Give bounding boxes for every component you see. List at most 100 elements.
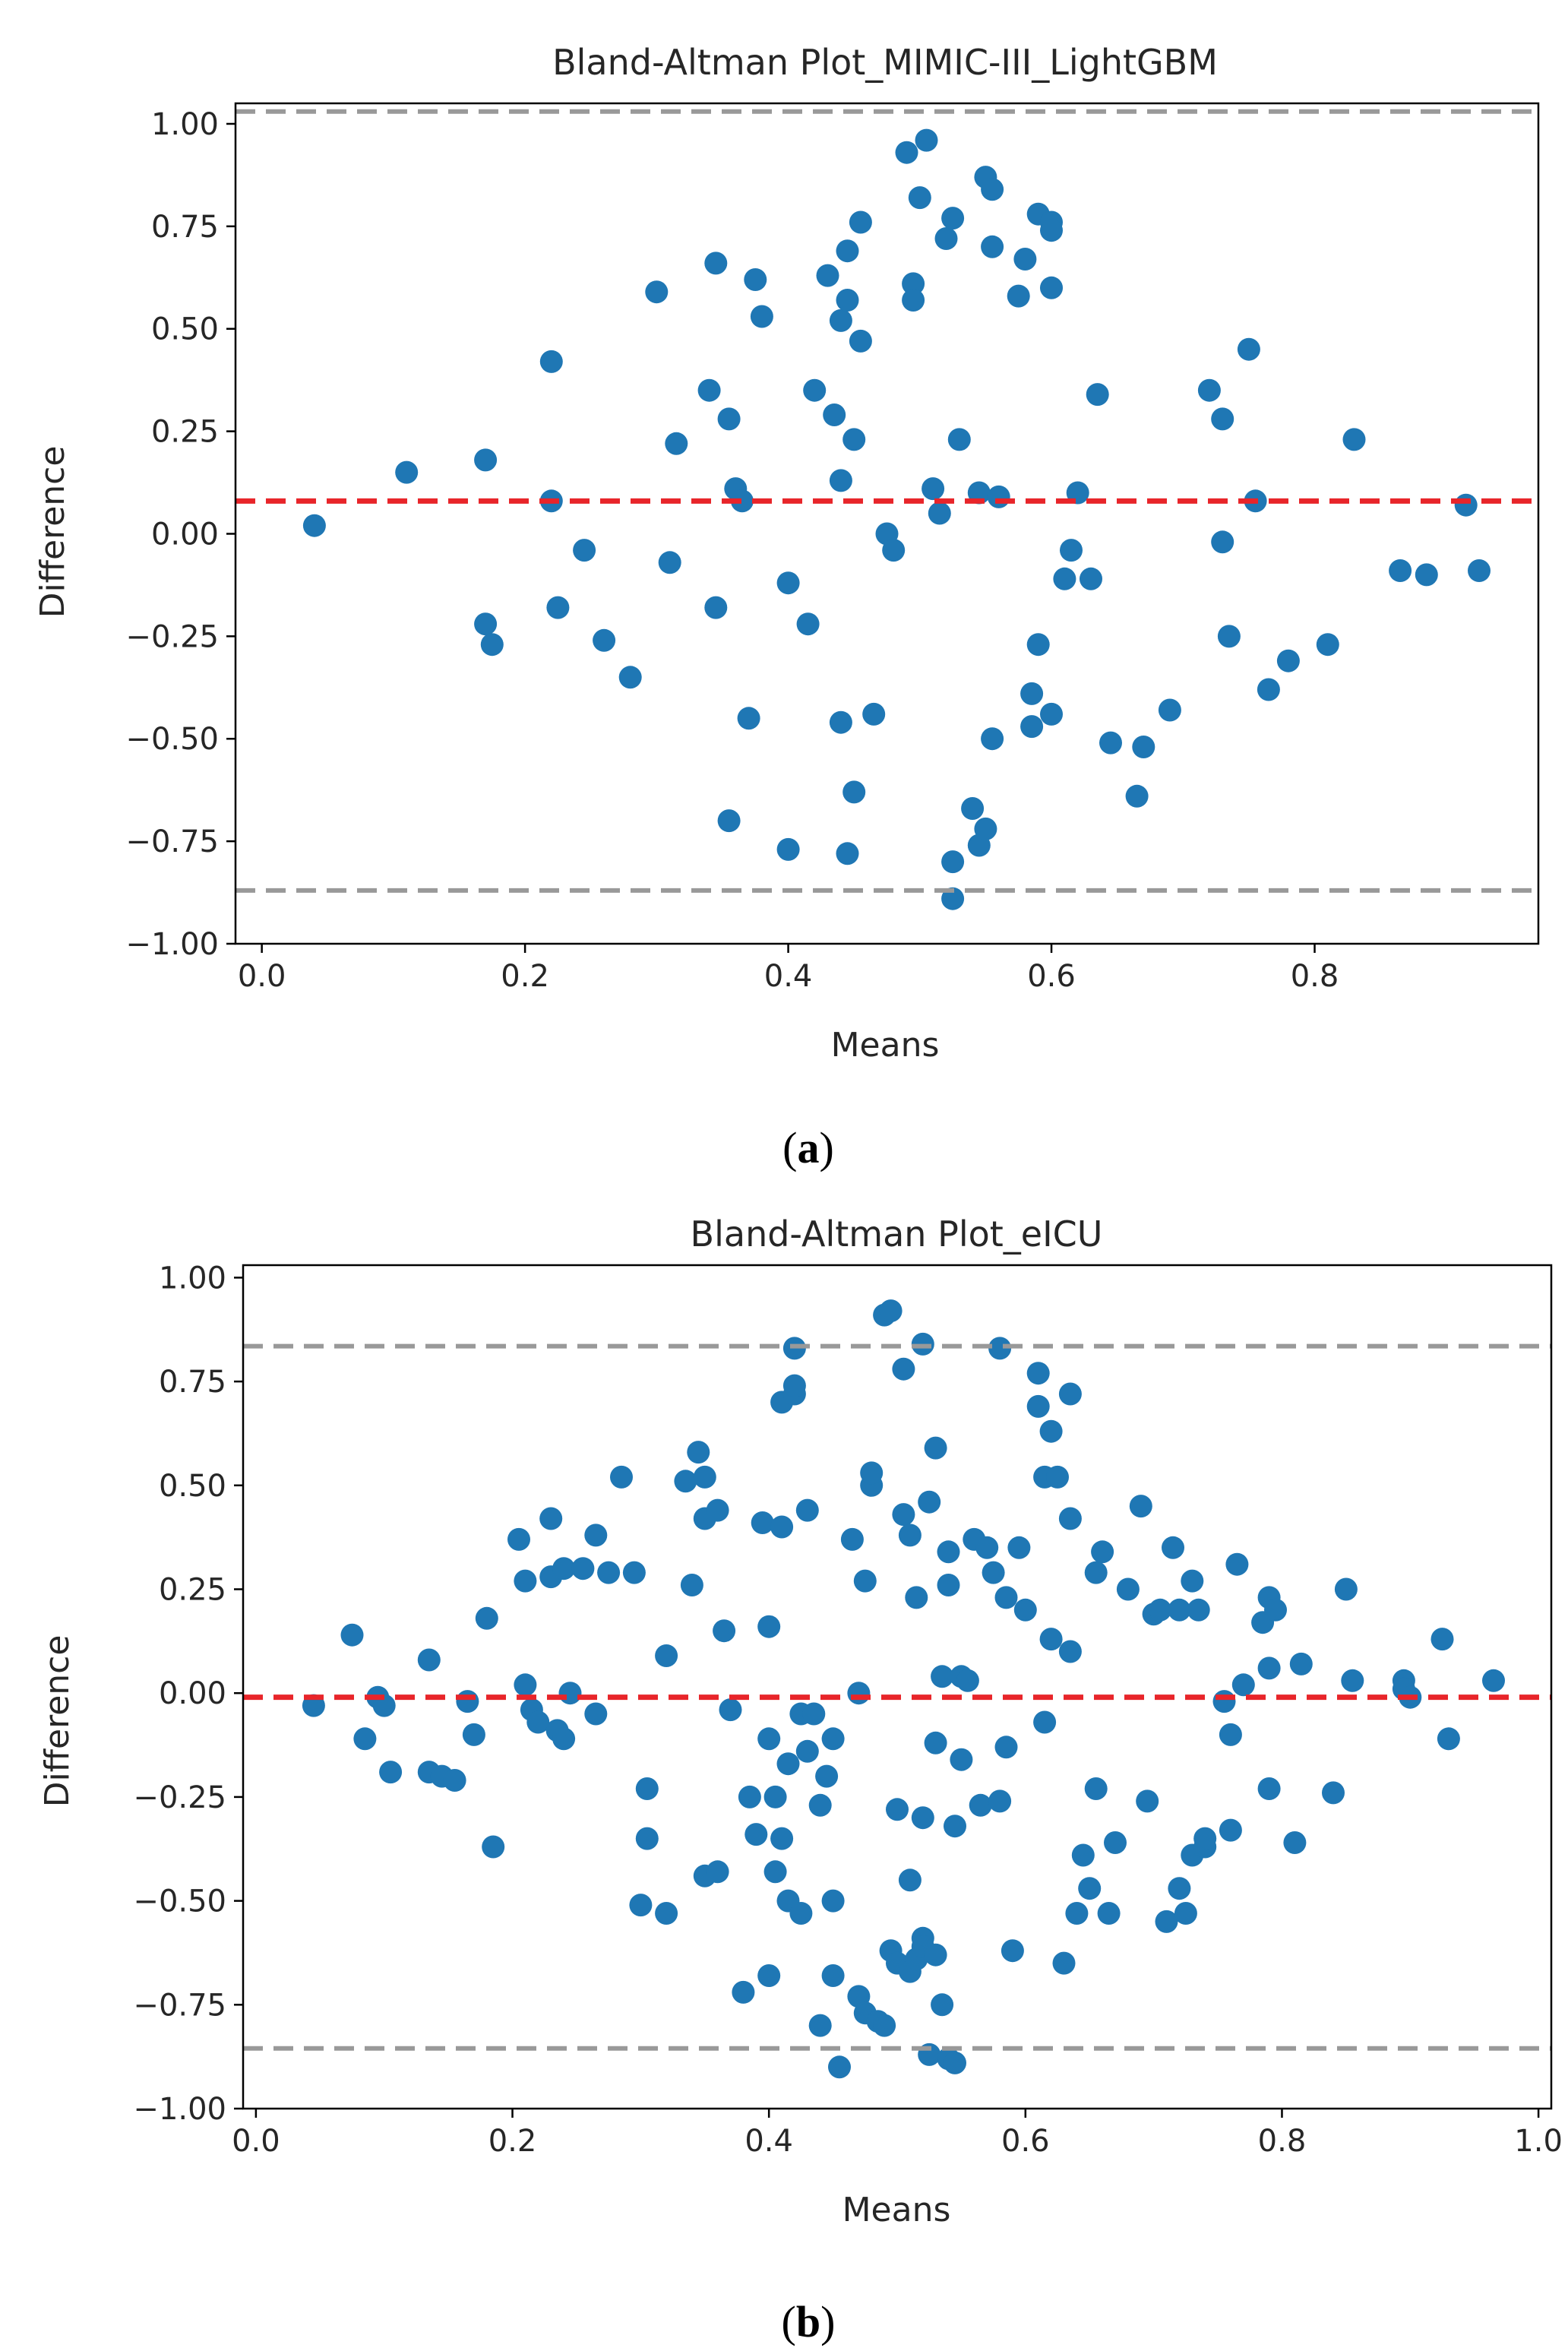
data-point	[961, 797, 985, 820]
data-point	[842, 428, 866, 451]
data-point	[886, 1798, 909, 1821]
data-point	[931, 1993, 954, 2017]
data-point	[584, 1702, 608, 1726]
data-point	[763, 1785, 787, 1808]
data-point	[947, 428, 971, 451]
data-point	[934, 227, 958, 250]
data-point	[1237, 337, 1260, 361]
data-point	[514, 1569, 537, 1593]
data-point	[928, 502, 951, 525]
axes-frame	[242, 1264, 1553, 2110]
y-axis-label: Difference	[38, 1635, 77, 1808]
caption-open: (	[782, 1123, 797, 1172]
data-point	[956, 1669, 979, 1692]
y-tick-label: 0.50	[151, 312, 219, 347]
data-point	[981, 727, 1004, 751]
data-point	[706, 1860, 729, 1884]
data-point	[635, 1777, 659, 1800]
data-point	[988, 1789, 1012, 1813]
data-point	[842, 780, 866, 804]
data-point	[915, 128, 938, 152]
data-point	[898, 1524, 922, 1547]
data-point	[1084, 1561, 1108, 1584]
data-point	[1007, 1536, 1031, 1559]
data-point	[1097, 1902, 1121, 1925]
data-point	[1149, 1598, 1172, 1622]
data-point	[1158, 698, 1181, 722]
x-tick-label: 0.4	[744, 2124, 793, 2159]
data-point	[918, 1490, 941, 1514]
data-point	[937, 1540, 960, 1564]
data-point	[546, 596, 570, 619]
data-point	[751, 1511, 774, 1534]
data-point	[706, 1498, 729, 1522]
y-tick-label: −0.25	[133, 1780, 226, 1815]
data-point	[1129, 1495, 1152, 1518]
data-point	[1040, 702, 1063, 726]
data-point	[552, 1727, 576, 1751]
data-point	[944, 1815, 966, 1838]
data-point	[1225, 1552, 1249, 1576]
data-point	[902, 289, 925, 312]
data-point	[717, 407, 741, 431]
data-point	[645, 280, 669, 304]
data-point	[593, 628, 616, 652]
data-point	[738, 1785, 761, 1808]
data-point	[944, 2051, 966, 2074]
data-point	[552, 1557, 576, 1581]
data-point	[379, 1761, 403, 1784]
data-point	[1065, 1902, 1089, 1925]
data-point	[1283, 1831, 1307, 1854]
data-point	[987, 485, 1010, 508]
data-point	[836, 842, 859, 865]
data-point	[1026, 633, 1050, 657]
data-point	[895, 141, 918, 164]
data-point	[941, 887, 965, 910]
data-point	[1040, 219, 1063, 242]
data-point	[1020, 682, 1044, 705]
data-point	[902, 272, 925, 296]
y-tick-label: 1.00	[159, 1261, 226, 1296]
data-point	[417, 1648, 441, 1672]
data-point	[1052, 1951, 1076, 1975]
x-axis-label: Means	[831, 1026, 940, 1065]
data-point	[622, 1561, 646, 1584]
data-point	[911, 1806, 934, 1830]
data-point	[1039, 1628, 1063, 1651]
caption-close: )	[820, 1123, 834, 1172]
x-tick-label: 0.0	[238, 959, 286, 994]
data-point	[610, 1465, 633, 1489]
data-point	[937, 1574, 960, 1596]
data-point	[770, 1827, 794, 1850]
data-point	[829, 309, 852, 332]
data-point	[836, 289, 859, 312]
x-tick-label: 0.8	[1291, 959, 1339, 994]
data-point	[1219, 1723, 1242, 1746]
caption-open: (	[782, 2297, 796, 2346]
data-point	[1211, 407, 1234, 431]
data-point	[776, 837, 800, 861]
data-point	[1341, 1669, 1364, 1692]
data-point	[898, 1868, 922, 1892]
data-point	[1007, 284, 1030, 308]
data-point	[847, 1682, 871, 1705]
data-point	[1125, 784, 1149, 808]
y-tick-label: 0.75	[151, 210, 219, 245]
data-point	[474, 448, 498, 472]
chart-panel-a: Bland-Altman Plot_MIMIC-III_LightGBM 0.0…	[33, 42, 1540, 1172]
data-point	[892, 1503, 915, 1527]
data-point	[757, 1964, 781, 1987]
data-point	[1276, 649, 1300, 672]
data-point	[1162, 1536, 1184, 1559]
data-point	[1219, 1818, 1242, 1842]
data-point	[744, 268, 767, 291]
y-tick-label: 1.00	[151, 107, 219, 142]
data-point	[795, 1498, 819, 1522]
data-point	[776, 571, 800, 595]
data-point	[1116, 1577, 1140, 1601]
y-tick-label: 0.75	[159, 1365, 226, 1400]
data-point	[892, 1357, 915, 1381]
x-tick-label: 0.4	[764, 959, 813, 994]
data-point	[635, 1827, 659, 1850]
